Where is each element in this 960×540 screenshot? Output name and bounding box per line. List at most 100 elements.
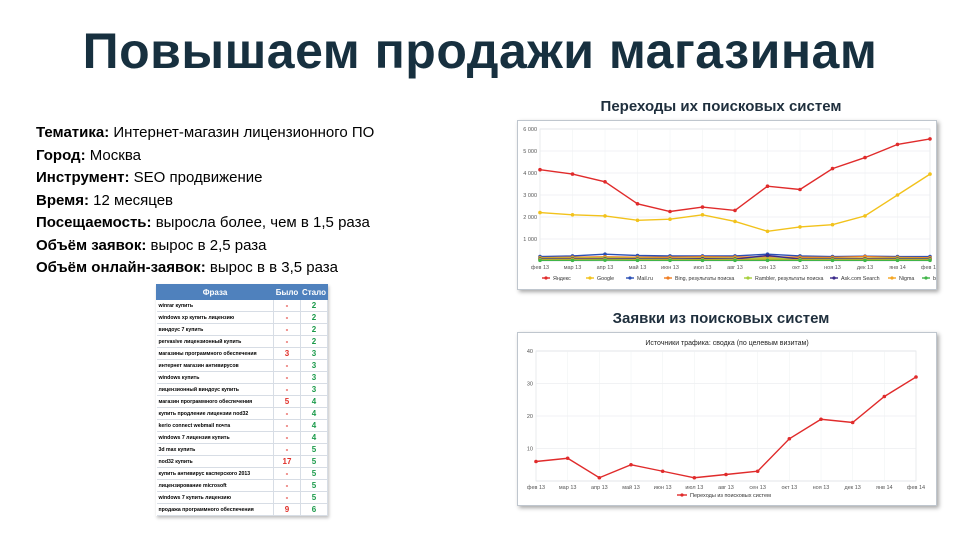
data-point (914, 375, 918, 379)
data-point (635, 258, 640, 263)
data-point (603, 258, 607, 262)
legend-label: Яндекс (553, 276, 571, 282)
y-tick-label: 6 000 (523, 127, 537, 133)
data-point (538, 258, 542, 263)
y-tick-label: 1 000 (523, 237, 537, 243)
x-tick-label: сен 13 (759, 265, 776, 271)
legend-label: Rambler, результаты поиска (755, 276, 824, 282)
table-row: windows купить -3 (156, 371, 328, 384)
cell-phrase: windows xp купить лицензию (156, 311, 274, 324)
data-point (765, 184, 770, 188)
data-point (830, 258, 835, 263)
data-point (635, 202, 640, 206)
header-phrase: Фраза (156, 284, 274, 300)
cell-phrase: продажа программного обеспечения (156, 503, 274, 516)
cell-phrase: winrar купить (156, 299, 274, 312)
y-tick-label: 20 (527, 414, 533, 420)
fact-city: Город: Москва (36, 146, 141, 164)
table-row: 3d max купить -5 (156, 443, 328, 456)
data-point (700, 213, 705, 217)
data-point (538, 167, 542, 172)
cell-after: 2 (300, 311, 328, 324)
x-tick-label: дек 13 (845, 485, 861, 491)
data-point (863, 214, 867, 218)
cell-after: 3 (300, 347, 328, 360)
legend-label: Nigma (899, 276, 914, 282)
cell-phrase: купить антивирус касперского 2013 (156, 467, 274, 480)
data-point (570, 258, 575, 263)
data-point (668, 217, 672, 221)
data-point (534, 459, 538, 464)
x-tick-label: июн 13 (654, 485, 672, 491)
x-tick-label: окт 13 (781, 485, 797, 491)
data-point (863, 155, 867, 160)
cell-before: - (273, 479, 301, 492)
cell-phrase: лицензионный виндоус купить (156, 383, 274, 396)
cell-phrase: виндоус 7 купить (156, 323, 274, 336)
cell-after: 5 (300, 467, 328, 480)
cell-after: 4 (300, 419, 328, 432)
x-tick-label: дек 13 (857, 265, 873, 271)
legend-label: Mail.ru (637, 276, 653, 282)
data-point (733, 219, 737, 224)
x-tick-label: фев 14 (907, 485, 925, 491)
table-row: купить продление лицензии nod32-4 (156, 407, 328, 420)
cell-phrase: windows купить (156, 371, 274, 384)
table-row: kerio connect webmail почта -4 (156, 419, 328, 432)
cell-phrase: интернет магазин антивирусов (156, 359, 274, 372)
data-point (603, 252, 607, 256)
cell-after: 6 (300, 503, 328, 516)
data-point (700, 258, 705, 263)
legend-label: Ask.com Search (841, 276, 880, 282)
cell-phrase: nod32 купить (156, 455, 274, 468)
legend-label: baidu.com (933, 276, 936, 282)
table-header-row: Фраза Было Стало (156, 284, 328, 300)
cell-before: - (273, 311, 301, 324)
legend-marker (588, 276, 592, 280)
table-row: продажа программного обеспечения 9 6 (156, 503, 328, 516)
chart2-panel: Источники трафика: сводка (по целевым ви… (517, 332, 937, 506)
slide-title: Повышаем продажи магазинам (82, 23, 878, 79)
table-row: интернет магазин антивирусов -3 (156, 359, 328, 372)
cell-after: 5 (300, 443, 328, 456)
cell-after: 5 (300, 491, 328, 504)
x-tick-label: фев 13 (527, 485, 545, 491)
data-point (765, 229, 770, 234)
data-point (733, 208, 737, 213)
x-tick-label: июл 13 (694, 265, 712, 271)
cell-phrase: windows 7 купить лицензию (156, 491, 274, 504)
cell-before: - (273, 383, 301, 396)
fact-time: Время: 12 месяцев (36, 191, 174, 209)
chart1-title: Переходы их поисковых систем (600, 98, 842, 115)
x-tick-label: окт 13 (792, 265, 808, 271)
cell-after: 3 (300, 359, 328, 372)
table-body: winrar купить -2 windows xp купить лицензи… (156, 299, 328, 516)
data-point (765, 253, 770, 258)
cell-before: - (273, 431, 301, 444)
table-row: магазины программного обеспечения 3 3 (156, 347, 328, 360)
cell-after: 3 (300, 383, 328, 396)
data-point (668, 209, 672, 214)
data-point (882, 394, 887, 399)
data-point (603, 180, 607, 184)
data-point (603, 214, 607, 218)
cell-after: 4 (300, 431, 328, 444)
search-traffic-chart: 1 000 2 000 3 000 4 000 5 000 6 000 фев 13 мар … (523, 127, 958, 282)
cell-after: 4 (300, 407, 328, 420)
cell-after: 5 (300, 479, 328, 492)
data-point (895, 142, 900, 147)
data-point (863, 258, 867, 263)
x-tick-label: фев 13 (531, 265, 549, 271)
cell-before: 5 (273, 395, 301, 408)
y-tick-label: 10 (527, 447, 533, 453)
x-tick-label: авг 13 (718, 485, 734, 491)
data-point (798, 258, 802, 263)
data-point (895, 258, 900, 263)
data-point (850, 420, 855, 425)
x-tick-label: янв 14 (889, 265, 906, 271)
cell-phrase: магазин программного обеспечения (156, 395, 274, 408)
fact-topic: Тематика: Интернет-магазин лицензионного… (36, 124, 375, 141)
x-tick-label: апр 13 (597, 265, 614, 271)
x-tick-label: май 13 (629, 264, 647, 271)
cell-before: 3 (273, 347, 301, 360)
